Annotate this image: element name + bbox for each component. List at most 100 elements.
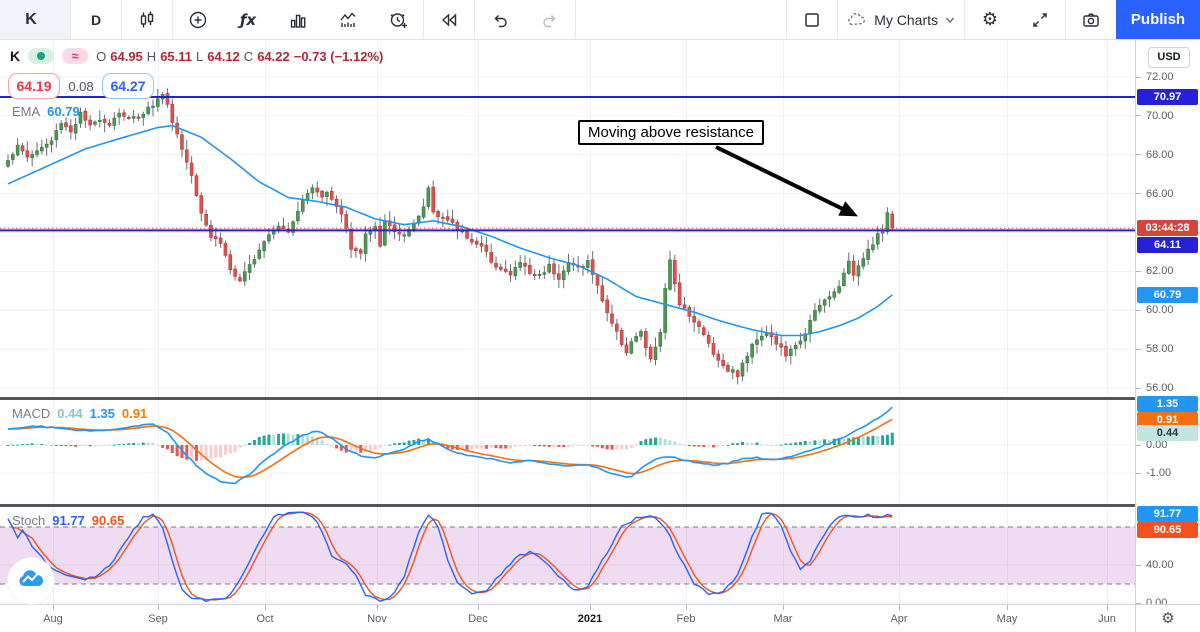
market-status-chip[interactable] [28,48,55,64]
macd-histogram-bar [223,445,227,456]
macd-histogram-bar [484,445,488,449]
macd-histogram-bar [296,434,300,445]
candle-body [155,98,160,107]
macd-histogram-bar [291,434,295,445]
sparkline-template-icon [338,10,358,30]
logo-watermark [8,558,54,604]
macd-histogram-bar [557,445,561,447]
financials-button[interactable] [273,0,323,39]
macd-histogram-bar [513,445,517,447]
macd-histogram-bar [567,445,571,447]
alert-button[interactable] [373,0,423,39]
macd-histogram-bar [320,440,324,445]
interval-button[interactable]: D [71,0,121,39]
price-axis[interactable]: USD 70.97 03:44:28 64.11 60.79 1.35 0.91… [1135,40,1200,609]
macd-histogram-bar [803,440,807,445]
delayed-data-chip[interactable]: ≈ [62,48,89,64]
legend-symbol[interactable]: K [10,48,21,64]
macd-hist-axis-label: 0.44 [1137,425,1198,441]
stoch-d-value: 90.65 [91,513,125,528]
price-pane[interactable] [0,40,1135,397]
candle-body [431,186,436,213]
candle-body [354,248,358,252]
macd-legend[interactable]: MACD 0.44 1.35 0.91 [12,406,147,421]
snapshot-button[interactable] [1066,0,1116,39]
compare-button[interactable] [173,0,223,39]
macd-signal-line[interactable] [7,418,893,479]
stoch-d-axis-label: 90.65 [1137,522,1198,538]
macd-histogram-bar [204,445,208,461]
macd-histogram-bar [165,445,169,450]
my-charts-dropdown[interactable]: My Charts [838,0,964,39]
time-axis[interactable]: Aug Sep Oct Nov Dec 2021 Feb Mar Apr May Jun [0,604,1200,632]
macd-histogram-bar [726,445,730,446]
sell-button[interactable]: 64.19 [8,73,60,99]
fullscreen-button[interactable] [1015,0,1065,39]
chart-plot-area[interactable]: K ≈ O 64.95 H 65.11 L 64.12 C 64.22 −0.73 (−… [0,40,1135,604]
macd-histogram-bar [219,445,223,458]
buy-button[interactable]: 64.27 [102,73,154,99]
macd-histogram-bar [852,437,856,445]
candle-body [257,249,262,259]
macd-pane[interactable] [0,400,1135,504]
candle-body [49,140,54,145]
macd-histogram-bar [325,443,329,445]
candle-body [127,117,131,120]
time-axis-label: Feb [676,613,696,625]
candle-body [102,118,107,123]
candle-body [310,187,315,194]
stoch-pane[interactable] [0,507,1135,604]
macd-histogram-bar [402,442,406,445]
axis-settings-gear-icon[interactable]: ⚙ [1161,609,1175,627]
macd-histogram-bar [383,445,387,446]
publish-button[interactable]: Publish [1116,0,1200,39]
candle-body [846,260,851,274]
spread-value: 0.08 [62,78,100,94]
macd-histogram-bar [64,445,68,447]
candle-body [755,339,759,345]
main-legend: K ≈ O 64.95 H 65.11 L 64.12 C 64.22 −0.73 (−… [10,48,383,64]
candle-body [358,249,363,254]
candle-body [93,121,97,125]
macd-histogram-bar [721,444,725,446]
macd-histogram-bar [465,445,469,450]
bar-replay-button[interactable] [424,0,474,39]
pane-separator[interactable] [0,397,1135,400]
ema-legend[interactable]: EMA 60.79 [12,104,80,119]
pane-separator[interactable] [0,504,1135,507]
candle-body [383,220,387,246]
countdown-label: 03:44:28 [1137,220,1198,236]
stoch-k-line[interactable] [7,511,893,603]
time-axis-label: Apr [890,613,908,625]
annotation-arrow-line[interactable] [715,145,850,214]
macd-histogram-bar [238,445,242,448]
stoch-band [0,527,1135,584]
macd-histogram-bar [460,445,464,450]
currency-button[interactable]: USD [1148,47,1190,68]
candle-body [242,271,247,282]
stoch-legend[interactable]: Stoch 91.77 90.65 [12,513,124,528]
macd-histogram-bar [257,436,261,445]
ema-line[interactable] [7,124,893,337]
annotation-callout[interactable]: Moving above resistance [578,120,764,145]
symbol-search-button[interactable]: K [0,0,70,39]
time-axis-label: May [996,613,1018,625]
toolbar-divider [474,0,475,39]
chart-settings-button[interactable]: ⚙ [965,0,1015,39]
undo-button[interactable] [475,0,525,39]
indicator-templates-button[interactable] [323,0,373,39]
indicators-button[interactable]: ƒx [223,0,273,39]
macd-histogram-bar [136,443,140,445]
macd-line[interactable] [7,406,893,485]
time-tick [783,605,784,610]
support-price-label: 64.11 [1137,237,1198,253]
macd-histogram-bar [663,439,667,445]
redo-button[interactable] [525,0,575,39]
candle-body [199,195,204,214]
time-tick [53,605,54,610]
axis-tick-label: 56.00 [1136,381,1174,395]
chart-style-button[interactable] [122,0,172,39]
layout-select-button[interactable] [787,0,838,39]
time-tick [590,605,591,610]
macd-histogram-bar [605,445,609,450]
